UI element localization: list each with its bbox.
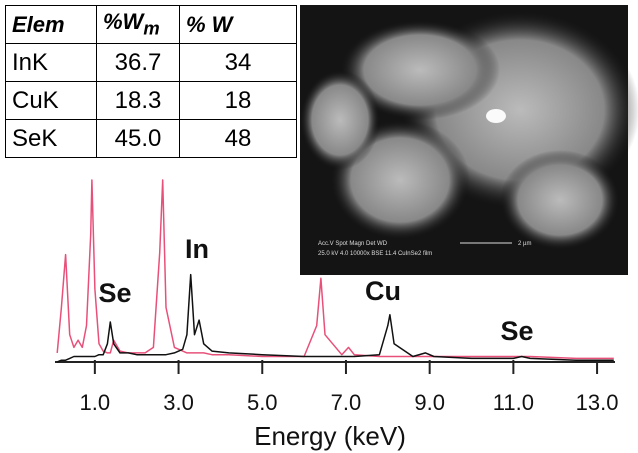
- header-cell: Elem: [6, 6, 97, 44]
- x-tick-label: 11.0: [493, 390, 534, 415]
- table-cell: InK: [6, 44, 97, 82]
- table-cell: 34: [180, 44, 297, 82]
- header-cell: % W: [180, 6, 297, 44]
- table-header: Elem %Wm % W: [6, 6, 297, 44]
- x-tick-label: 3.0: [163, 390, 194, 415]
- header-text: %W: [103, 9, 143, 34]
- x-tick-label: 5.0: [247, 390, 278, 415]
- table-cell: 36.7: [97, 44, 180, 82]
- x-tick-label: 9.0: [414, 390, 445, 415]
- table-cell: 48: [180, 120, 297, 158]
- x-tick-label: 1.0: [80, 390, 111, 415]
- peak-label: In: [185, 234, 209, 264]
- table-cell: 18.3: [97, 82, 180, 120]
- x-tick-label: 7.0: [331, 390, 362, 415]
- sem-label: Acc.V Spot Magn Det WD: [318, 241, 388, 247]
- table-cell: 45.0: [97, 120, 180, 158]
- table-cell: SeK: [6, 120, 97, 158]
- header-cell: %Wm: [97, 6, 180, 44]
- x-axis-label: Energy (keV): [254, 421, 406, 451]
- peak-label: Se: [500, 316, 533, 346]
- table-cell: 18: [180, 82, 297, 120]
- peak-label: Cu: [365, 276, 401, 306]
- table-cell: CuK: [6, 82, 97, 120]
- peak-label: Se: [98, 278, 131, 308]
- x-tick-label: 13.0: [576, 390, 619, 415]
- page: Acc.V Spot Magn Det WD 25.0 kV 4.0 10000…: [0, 0, 638, 453]
- header-sub: m: [143, 18, 159, 39]
- sem-label: 2 µm: [518, 241, 531, 247]
- sem-image: [300, 5, 638, 275]
- sem-label: 25.0 kV 4.0 10000x BSE 11.4 CuInSe2 film: [318, 251, 432, 257]
